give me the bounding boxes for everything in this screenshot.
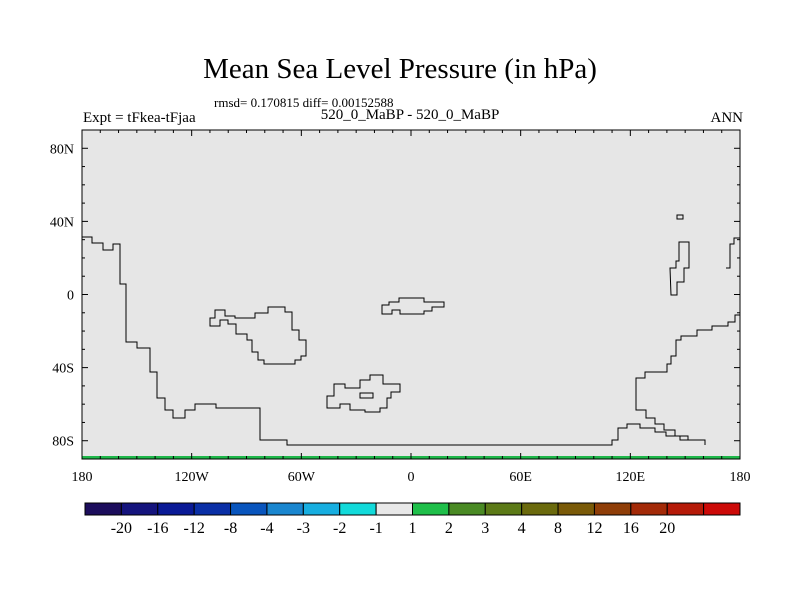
colorbar-label: 1 [409, 520, 417, 537]
colorbar-swatch [593, 502, 632, 516]
colorbar-label: -12 [184, 520, 205, 537]
colorbar-swatch [375, 502, 414, 516]
coastline-outline-6 [381, 297, 445, 315]
colorbar-swatch [521, 502, 559, 516]
coastline-outline-7 [326, 374, 401, 413]
map-panel [81, 129, 741, 460]
colorbar-label: -4 [260, 520, 273, 537]
lat-tick-label: 80N [50, 142, 74, 157]
map-axes: 180 120W 60W 0 60E 120E 180 80N 40N 0 40S 80S [50, 130, 751, 485]
colorbar-label: -20 [111, 520, 132, 537]
case-label: 520_0_MaBP - 520_0_MaBP [320, 107, 500, 123]
plot-title: Mean Sea Level Pressure (in hPa) [203, 53, 597, 85]
lon-tick-label: 60W [288, 470, 316, 485]
colorbar-swatch [230, 502, 268, 516]
colorbar-swatch [448, 502, 486, 516]
colorbar-swatch [630, 502, 668, 516]
colorbar-label: -1 [369, 520, 382, 537]
lon-tick-label: 60E [509, 470, 532, 485]
colorbar-swatch [193, 502, 232, 516]
lon-tick-label: 180 [72, 470, 93, 485]
colorbar-label: -3 [297, 520, 310, 537]
season-label: ANN [710, 110, 744, 126]
colorbar-swatch [557, 502, 595, 516]
colorbar: -20 -16 -12 -8 -4 -3 -2 -1 1 2 3 4 8 12 16 20 [84, 502, 741, 537]
coastline-outline-4 [676, 214, 684, 220]
lat-tick-label: 40S [52, 362, 74, 377]
lon-tick-label: 180 [730, 470, 751, 485]
colorbar-label: 16 [623, 520, 639, 537]
colorbar-swatch [484, 502, 523, 516]
coastline-outline-8 [359, 392, 374, 399]
lon-tick-label: 0 [408, 470, 415, 485]
colorbar-label: 3 [481, 520, 489, 537]
colorbar-label: -8 [224, 520, 237, 537]
colorbar-label: 12 [586, 520, 602, 537]
colorbar-swatch [157, 502, 195, 516]
colorbar-label: 20 [659, 520, 675, 537]
coastline-outline-2 [635, 238, 741, 441]
experiment-label: Expt = tFkea-tFjaa [83, 110, 196, 126]
stats-line: rmsd= 0.170815 diff= 0.00152588 [214, 95, 394, 110]
coastline-outline-3 [669, 241, 690, 296]
colorbar-label: -16 [147, 520, 168, 537]
lon-tick-label: 120W [175, 470, 210, 485]
colorbar-swatch [412, 502, 450, 516]
colorbar-label: 2 [445, 520, 453, 537]
colorbar-label: -2 [333, 520, 346, 537]
lon-tick-label: 120E [616, 470, 646, 485]
colorbar-swatch [120, 502, 159, 516]
colorbar-swatch [266, 502, 304, 516]
coastline-outline-1 [726, 237, 740, 269]
lat-tick-label: 40N [50, 215, 74, 230]
colorbar-swatch [666, 502, 705, 516]
coastline-outline-5 [209, 306, 307, 365]
colorbar-swatch [302, 502, 341, 516]
colorbar-swatch [84, 502, 122, 516]
colorbar-swatch [339, 502, 377, 516]
lat-tick-label: 0 [67, 289, 74, 304]
map-background [82, 130, 740, 459]
colorbar-label: 8 [554, 520, 562, 537]
colorbar-swatch [703, 502, 741, 516]
coastline-outline-0 [82, 236, 706, 446]
lat-tick-label: 80S [52, 435, 74, 450]
colorbar-label: 4 [518, 520, 526, 537]
